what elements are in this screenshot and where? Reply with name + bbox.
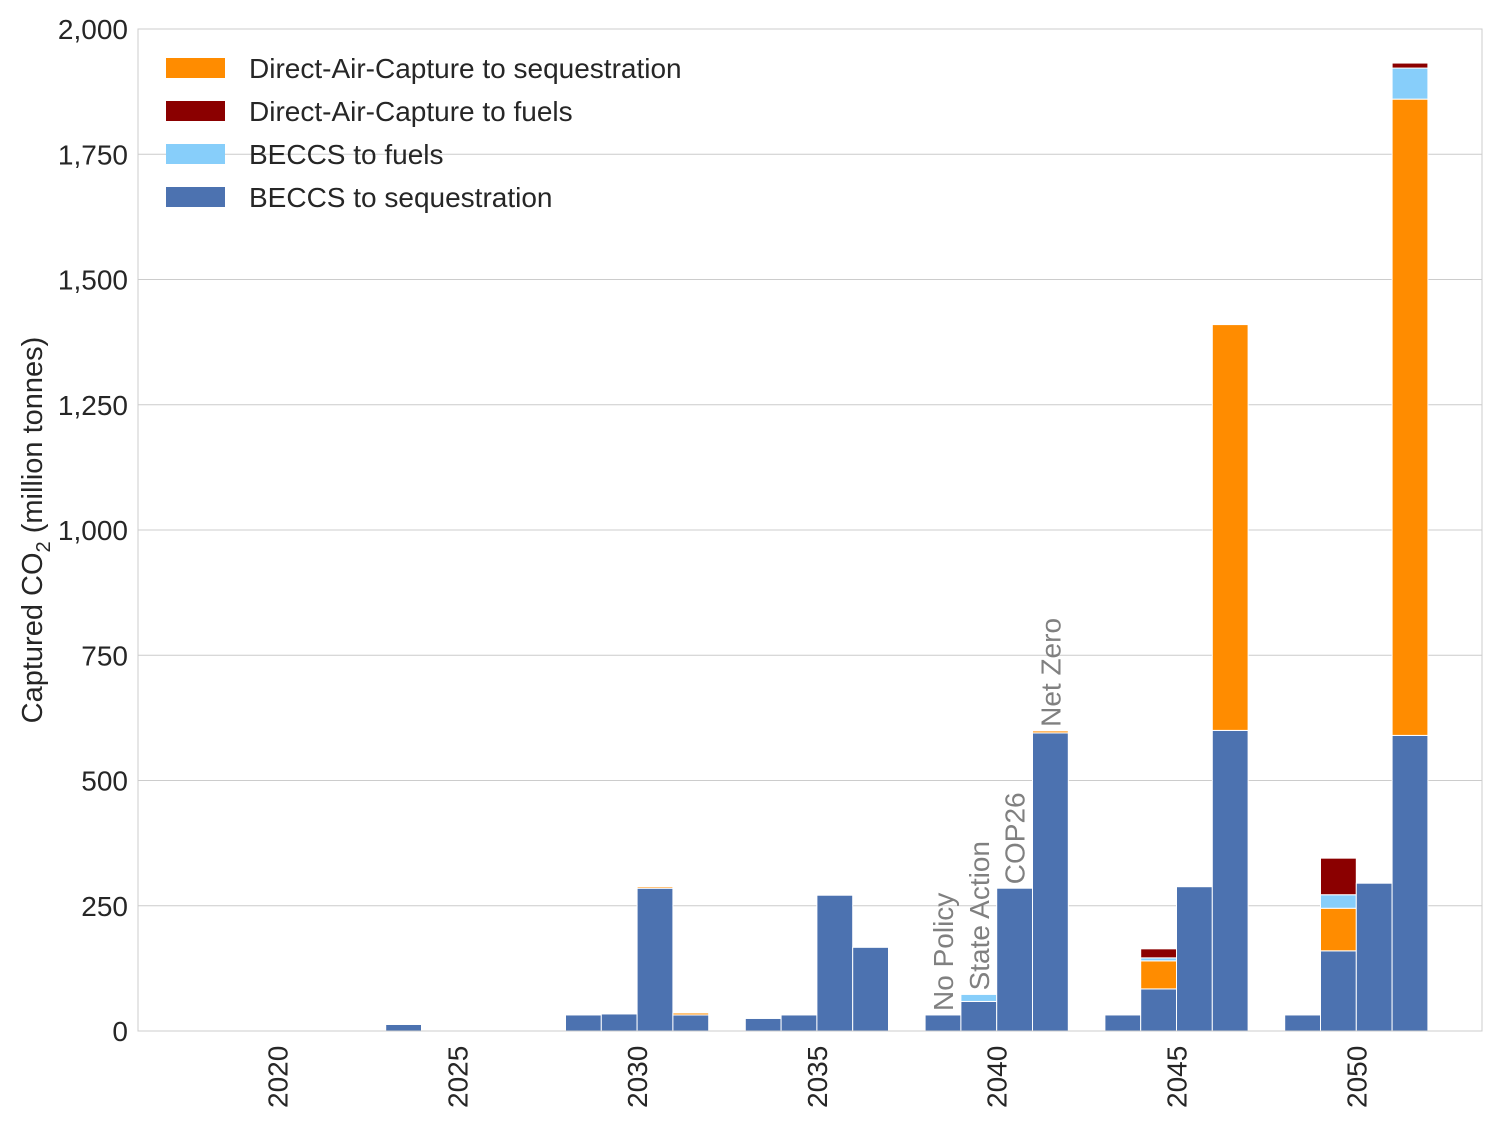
bar-segment-dac-seq xyxy=(1211,324,1249,731)
y-tick-label: 750 xyxy=(81,640,128,671)
y-tick-label: 1,000 xyxy=(58,515,128,546)
bar-segment-beccs-seq xyxy=(600,1013,638,1032)
y-axis-label-rest: (million tonnes) xyxy=(17,337,49,542)
legend-label: Direct-Air-Capture to fuels xyxy=(249,96,573,127)
scenario-label: State Action xyxy=(964,841,995,990)
bars xyxy=(385,62,1429,1032)
x-tick-label: 2030 xyxy=(622,1046,653,1108)
legend: Direct-Air-Capture to sequestration Direc… xyxy=(166,53,682,213)
bar-segment-dac-seq xyxy=(636,886,674,889)
bar-segment-beccs-fuels xyxy=(960,993,998,1002)
x-tick-label: 2045 xyxy=(1162,1046,1193,1108)
legend-label: BECCS to sequestration xyxy=(249,182,553,213)
bar-segment-beccs-seq xyxy=(996,887,1034,1032)
x-tick-labels: 2020 2025 2030 2035 2040 2045 2050 xyxy=(263,1046,1373,1108)
bar-segment-beccs-seq xyxy=(565,1014,602,1032)
legend-label: BECCS to fuels xyxy=(249,139,444,170)
bar-segment-beccs-fuels xyxy=(1320,894,1357,909)
legend-swatch xyxy=(166,187,225,207)
bar-segment-beccs-seq xyxy=(1104,1014,1142,1032)
x-tick-label: 2020 xyxy=(263,1046,294,1108)
bar-segment-dac-fuels xyxy=(1140,948,1177,959)
bar-segment-beccs-seq xyxy=(816,894,854,1032)
bar-segment-beccs-seq xyxy=(385,1023,423,1032)
legend-swatch xyxy=(166,58,225,78)
y-tick-label: 1,750 xyxy=(58,139,128,170)
y-axis-label-subscript: 2 xyxy=(33,541,55,552)
bar-segment-beccs-seq xyxy=(744,1017,782,1032)
scenario-label: Net Zero xyxy=(1035,618,1066,727)
bar-segment-beccs-seq xyxy=(1211,729,1249,1032)
bar-segment-beccs-seq xyxy=(1284,1014,1321,1032)
legend-swatch xyxy=(166,144,225,164)
bar-segment-beccs-seq xyxy=(636,887,674,1032)
y-tick-label: 1,500 xyxy=(58,265,128,296)
bar-segment-dac-seq xyxy=(1032,730,1069,734)
bar-segment-dac-fuels xyxy=(1391,62,1429,69)
bar-segment-beccs-seq xyxy=(780,1014,818,1032)
x-tick-label: 2050 xyxy=(1341,1046,1372,1108)
scenario-label: COP26 xyxy=(1000,792,1031,884)
bar-segment-beccs-seq xyxy=(1032,732,1069,1032)
bar-segment-beccs-fuels xyxy=(1391,67,1429,100)
bar-segment-beccs-seq xyxy=(1355,882,1393,1032)
bar-segment-dac-seq xyxy=(1320,907,1357,952)
scenario-label: No Policy xyxy=(928,893,959,1011)
gridlines xyxy=(138,28,1482,1032)
bar-segment-dac-seq xyxy=(1140,960,1177,990)
plot-frame xyxy=(137,28,1483,1032)
bar-segment-dac-fuels xyxy=(1320,857,1357,896)
y-axis-label: Captured CO2 (million tonnes) xyxy=(17,337,55,724)
bar-segment-beccs-seq xyxy=(1391,734,1429,1032)
bar-segment-dac-seq xyxy=(1391,98,1429,736)
bar-segment-beccs-seq xyxy=(960,1000,998,1032)
bar-segment-dac-seq xyxy=(672,1012,710,1016)
y-axis-label-main: Captured CO xyxy=(17,552,49,723)
x-tick-label: 2025 xyxy=(442,1046,473,1108)
y-tick-label: 250 xyxy=(81,891,128,922)
bar-segment-beccs-seq xyxy=(1140,988,1177,1032)
bar-segment-beccs-seq xyxy=(924,1014,962,1032)
x-tick-label: 2040 xyxy=(982,1046,1013,1108)
y-tick-labels: 0 250 500 750 1,000 1,250 1,500 1,750 2,000 xyxy=(58,14,128,1047)
bar-segment-beccs-seq xyxy=(852,946,890,1032)
y-tick-label: 2,000 xyxy=(58,14,128,45)
legend-swatch xyxy=(166,101,225,121)
y-tick-label: 500 xyxy=(81,766,128,797)
bar-segment-beccs-seq xyxy=(1176,886,1213,1032)
bar-segment-beccs-seq xyxy=(1320,950,1357,1032)
y-tick-label: 0 xyxy=(112,1016,128,1047)
x-tick-label: 2035 xyxy=(802,1046,833,1108)
legend-label: Direct-Air-Capture to sequestration xyxy=(249,53,682,84)
y-tick-label: 1,250 xyxy=(58,390,128,421)
bar-segment-beccs-seq xyxy=(672,1014,710,1032)
